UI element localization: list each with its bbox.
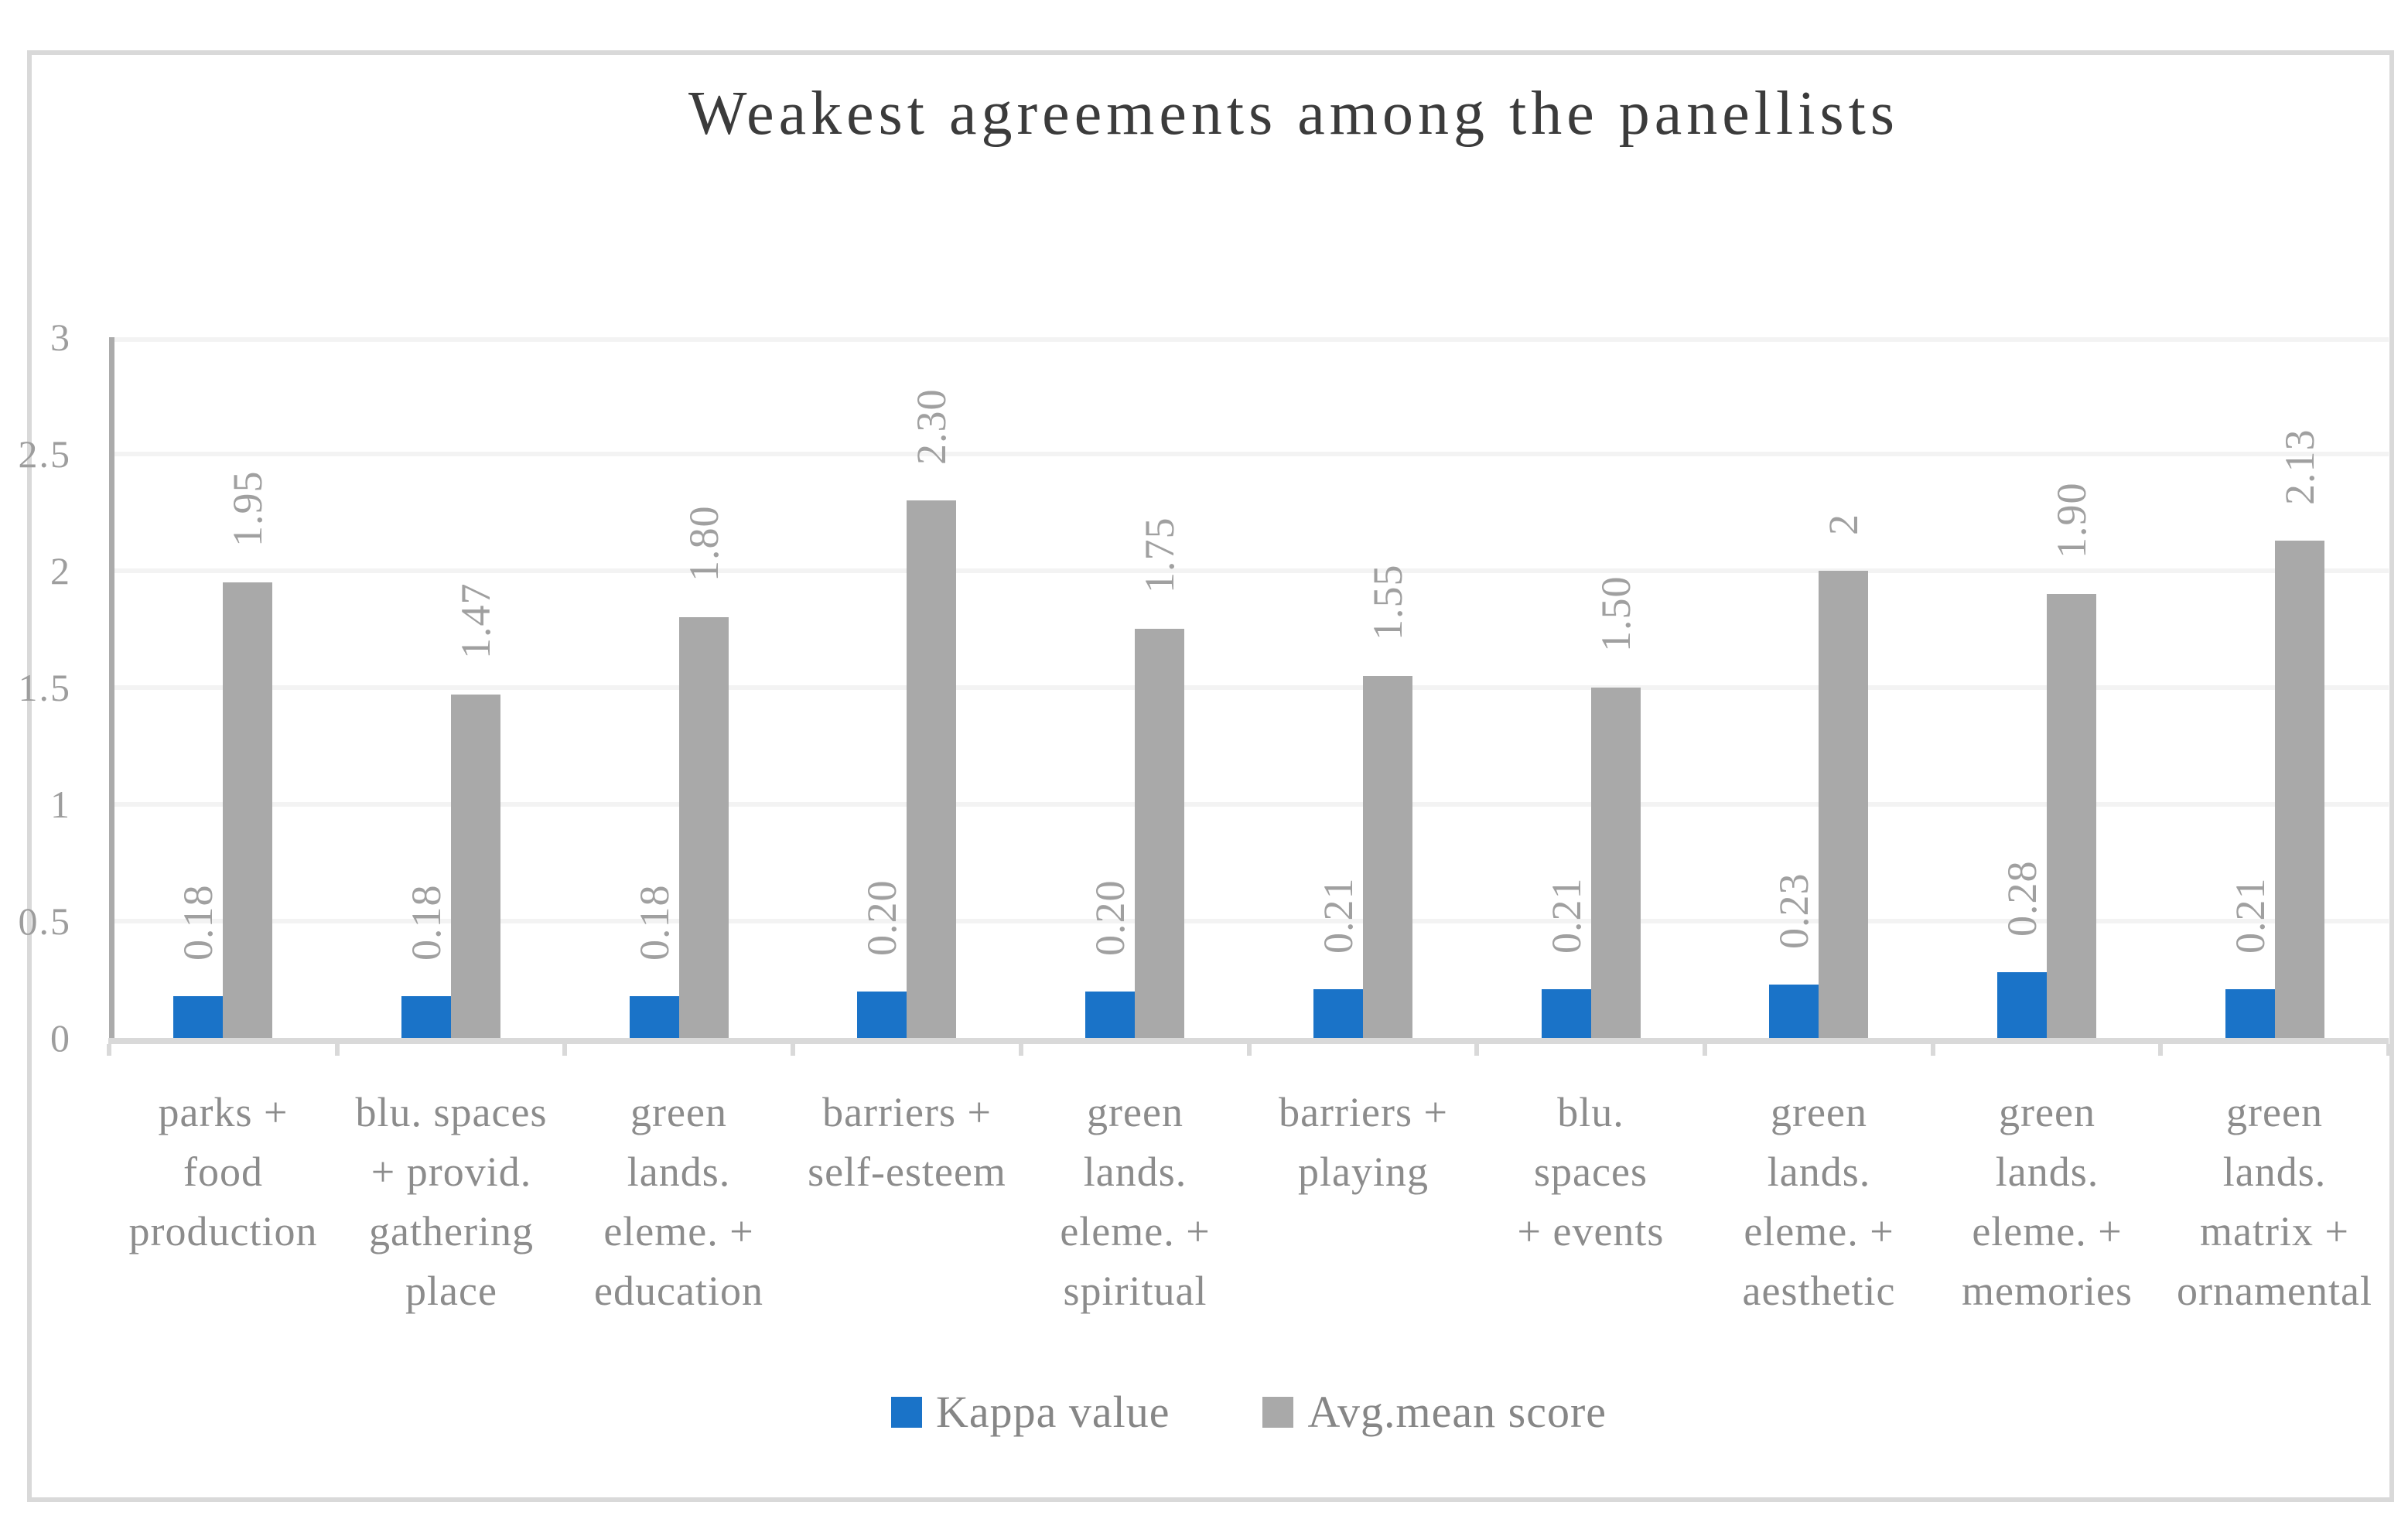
bar-value-label: 1.95 bbox=[224, 470, 271, 548]
bar-value-label: 0.21 bbox=[1543, 877, 1590, 954]
x-axis-tick bbox=[2158, 1044, 2163, 1056]
y-axis-tick-label: 1 bbox=[50, 783, 71, 826]
category-label: barriers + playing bbox=[1279, 1089, 1448, 1195]
category-label: green lands. eleme. + spiritual bbox=[1060, 1089, 1211, 1314]
chart-border bbox=[27, 50, 2394, 1502]
plot-area: 0.18 0.18 0.18 0.20 0.20 0.21 0.21 0.23 0.28 0.21… bbox=[107, 337, 2391, 1056]
bar-avg-mean-score bbox=[2047, 594, 2096, 1038]
bar-value-label: 0.21 bbox=[2227, 877, 2273, 954]
bar-value-label: 2.30 bbox=[908, 388, 955, 466]
x-axis-tick bbox=[335, 1044, 340, 1056]
y-axis-tick-label: 0 bbox=[50, 1016, 71, 1060]
x-axis-tick bbox=[562, 1044, 567, 1056]
gridline bbox=[114, 337, 2389, 342]
bar-value-label: 1.55 bbox=[1365, 564, 1411, 641]
category-label: green lands. eleme. + aesthetic bbox=[1742, 1089, 1896, 1314]
y-axis-tick-label: 2 bbox=[50, 549, 71, 592]
gridline bbox=[114, 919, 2389, 923]
bar-value-label: 0.28 bbox=[1999, 860, 2045, 937]
bar-avg-mean-score bbox=[2275, 541, 2324, 1038]
category-label: green lands. eleme. + education bbox=[594, 1089, 763, 1314]
bar-avg-mean-score bbox=[1591, 688, 1641, 1038]
chart-title: Weakest agreements among the panellists bbox=[688, 80, 1899, 148]
category-label: green lands. eleme. + memories bbox=[1962, 1089, 2133, 1314]
y-axis-tick-label: 0.5 bbox=[18, 899, 71, 943]
legend-item: Kappa value bbox=[890, 1387, 1170, 1437]
x-axis-tick bbox=[107, 1044, 111, 1056]
bar-avg-mean-score bbox=[223, 582, 272, 1038]
x-axis-tick bbox=[2386, 1044, 2391, 1056]
bar-value-label: 0.18 bbox=[631, 884, 678, 961]
legend-item: Avg.mean score bbox=[1262, 1388, 1607, 1437]
legend-marker-kappa bbox=[890, 1397, 922, 1428]
bar-kappa-value bbox=[401, 996, 451, 1038]
bar-kappa-value bbox=[1313, 989, 1363, 1038]
gridline bbox=[114, 802, 2389, 807]
bar-value-label: 1.50 bbox=[1593, 575, 1639, 653]
bar-kappa-value bbox=[1542, 989, 1591, 1038]
category-label: green lands. matrix + ornamental bbox=[2177, 1089, 2372, 1314]
bar-avg-mean-score bbox=[451, 695, 500, 1038]
x-axis-tick bbox=[1931, 1044, 1935, 1056]
bar-value-label: 0.21 bbox=[1315, 877, 1361, 954]
gridline bbox=[114, 568, 2389, 573]
legend-label: Avg.mean score bbox=[1307, 1387, 1607, 1437]
bar-value-label: 2 bbox=[1820, 514, 1867, 535]
x-axis-tick bbox=[1247, 1044, 1252, 1056]
y-axis-tick-label: 3 bbox=[50, 316, 71, 359]
y-axis-tick-label: 1.5 bbox=[18, 666, 71, 709]
x-axis-tick bbox=[1474, 1044, 1479, 1056]
legend-marker-avg bbox=[1262, 1397, 1294, 1428]
bar-value-label: 0.23 bbox=[1771, 872, 1817, 950]
bar-value-label: 0.20 bbox=[1087, 879, 1133, 957]
bar-avg-mean-score bbox=[1363, 676, 1412, 1038]
bar-value-label: 1.90 bbox=[2048, 482, 2095, 559]
bar-value-label: 1.75 bbox=[1136, 517, 1183, 594]
bar-avg-mean-score bbox=[907, 500, 956, 1038]
y-axis-tick-label: 2.5 bbox=[18, 432, 71, 476]
legend-label: Kappa value bbox=[935, 1387, 1170, 1437]
bar-kappa-value bbox=[173, 996, 223, 1038]
bar-kappa-value bbox=[630, 996, 679, 1038]
x-axis-line bbox=[108, 1038, 2389, 1044]
gridline bbox=[114, 452, 2389, 456]
bar-kappa-value bbox=[1769, 985, 1819, 1038]
bar-avg-mean-score bbox=[679, 617, 729, 1038]
legend: Kappa value Avg.mean score bbox=[109, 1388, 2389, 1437]
gridline bbox=[114, 685, 2389, 690]
bar-value-label: 1.47 bbox=[453, 582, 499, 660]
bar-avg-mean-score bbox=[1135, 629, 1184, 1038]
category-label: parks + food production bbox=[128, 1089, 318, 1254]
category-label: barriers + self-esteem bbox=[808, 1089, 1006, 1195]
bar-value-label: 0.18 bbox=[403, 884, 449, 961]
bar-kappa-value bbox=[1085, 992, 1135, 1038]
bar-kappa-value bbox=[2225, 989, 2275, 1038]
bar-value-label: 0.18 bbox=[175, 884, 221, 961]
bar-value-label: 1.80 bbox=[681, 505, 727, 582]
category-label: blu. spaces + provid. gathering place bbox=[355, 1089, 548, 1314]
y-axis-line bbox=[109, 337, 114, 1038]
x-axis-tick bbox=[1019, 1044, 1023, 1056]
x-axis-tick bbox=[1703, 1044, 1707, 1056]
bar-value-label: 2.13 bbox=[2276, 428, 2323, 506]
bar-kappa-value bbox=[857, 992, 907, 1038]
bar-kappa-value bbox=[1997, 972, 2047, 1038]
bar-avg-mean-score bbox=[1819, 571, 1868, 1038]
x-axis-tick bbox=[791, 1044, 795, 1056]
category-label: blu. spaces + events bbox=[1517, 1089, 1665, 1254]
bar-value-label: 0.20 bbox=[859, 879, 905, 957]
